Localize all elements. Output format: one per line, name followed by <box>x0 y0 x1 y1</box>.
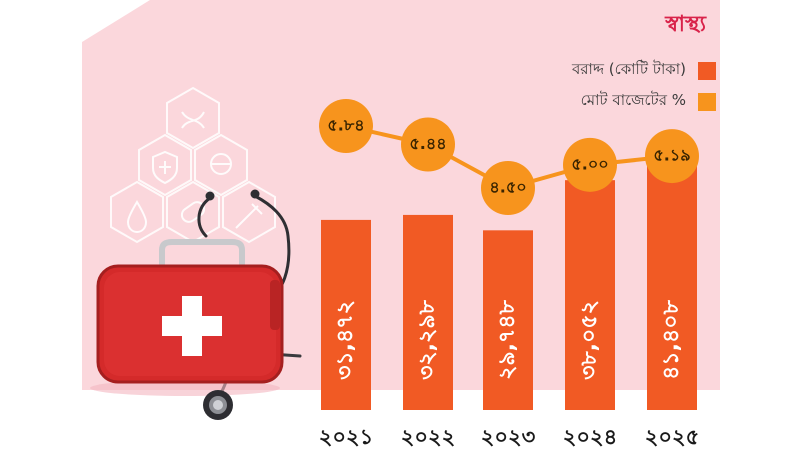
bar-4 <box>647 159 697 410</box>
bar-label-0: ৩১,৪৭২ <box>333 300 358 380</box>
percent-label-4: ৫.১৯ <box>653 146 690 165</box>
syringe-icon <box>235 203 263 229</box>
year-label-2: ২০২৩ <box>481 425 536 449</box>
drop-icon <box>126 200 148 234</box>
topic-label: স্বাস্থ্য <box>664 11 707 37</box>
chest-piece-icon <box>203 390 233 420</box>
bar-0 <box>321 219 371 410</box>
percent-label-0: ৫.৮৪ <box>327 116 364 135</box>
legend-label-percent: মোট বাজেটের % <box>580 91 686 109</box>
year-label-4: ২০২৫ <box>645 425 700 449</box>
percent-dot-4 <box>645 129 699 184</box>
bar-2 <box>483 230 533 410</box>
bar-series: ৩১,৪৭২ ৩২,২৯৮ ২৯,৭৪৮ ৩৮,০৫২ ৪১,৪০৮ <box>321 159 697 410</box>
shield-cross-icon <box>152 150 178 185</box>
bar-label-2: ২৯,৭৪৮ <box>495 299 520 380</box>
percent-dot-1 <box>401 117 455 172</box>
legend-item-allocation: বরাদ্দ (কোটি টাকা) <box>572 58 716 83</box>
dna-icon <box>181 111 205 129</box>
percent-dot-0 <box>319 99 373 153</box>
percent-dot-3 <box>563 137 617 192</box>
bar-1 <box>403 214 453 410</box>
bar-label-1: ৩২,২৯৮ <box>415 299 440 380</box>
year-label-1: ২০২২ <box>401 425 456 449</box>
percent-dot-2 <box>481 161 535 215</box>
percent-dots: ৫.৮৪ ৫.৪৪ ৪.৫০ ৫.০০ ৫.১৯ <box>319 99 699 215</box>
legend-swatch-allocation <box>698 61 716 80</box>
year-label-3: ২০২৪ <box>563 425 618 449</box>
legend-item-percent: মোট বাজেটের % <box>581 89 716 114</box>
bar-label-4: ৪১,৪০৮ <box>659 299 684 379</box>
percent-label-3: ৫.০০ <box>571 154 608 173</box>
legend-swatch-percent <box>698 92 716 111</box>
year-axis: ২০২১ ২০২২ ২০২৩ ২০২৪ ২০২৫ <box>319 425 700 449</box>
first-aid-kit-icon <box>90 239 284 396</box>
bar-3 <box>565 180 615 410</box>
legend-label-allocation: বরাদ্দ (কোটি টাকা) <box>571 60 686 78</box>
bar-label-3: ৩৮,০৫২ <box>577 300 602 380</box>
pill-icon <box>210 153 232 175</box>
percent-label-1: ৫.৪৪ <box>409 134 446 153</box>
year-label-0: ২০২১ <box>319 425 374 449</box>
percent-label-2: ৪.৫০ <box>489 178 526 197</box>
